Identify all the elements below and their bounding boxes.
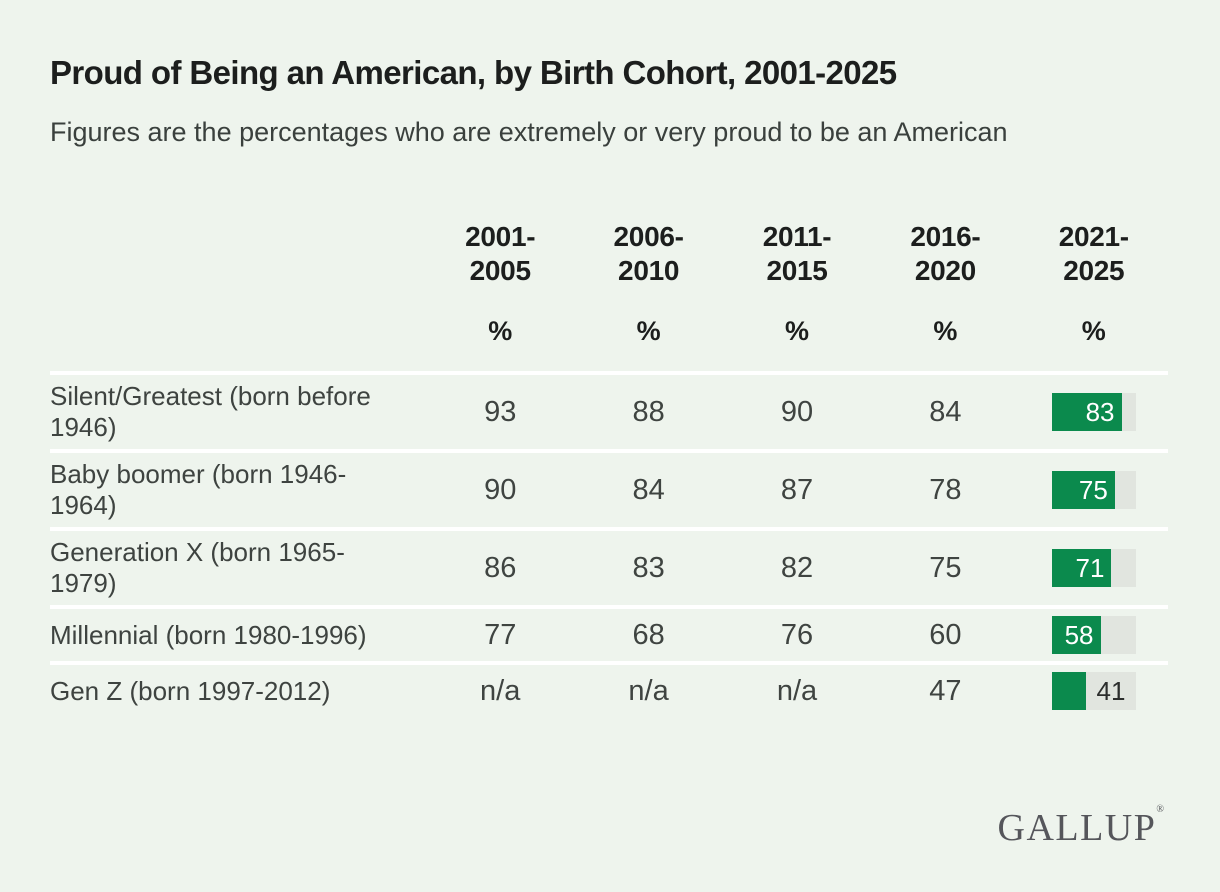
bar-fill: 83 bbox=[1051, 393, 1122, 431]
bar-cell: 75 bbox=[1020, 471, 1168, 509]
bar-track: 58 bbox=[1051, 616, 1136, 654]
bar-value: 41 bbox=[1096, 675, 1126, 706]
column-header-percent-sign: % bbox=[933, 316, 958, 346]
bar-cell: 58 bbox=[1020, 616, 1168, 654]
value-cell: 87 bbox=[780, 473, 814, 506]
table-row: Millennial (born 1980-1996) 77 68 76 60 58 bbox=[50, 605, 1168, 661]
bar-fill: 75 bbox=[1051, 471, 1115, 509]
value-cell: 76 bbox=[780, 618, 814, 651]
bar-value: 83 bbox=[1085, 396, 1115, 427]
column-header-years: 2011- 2015 bbox=[762, 221, 832, 286]
table-row: Gen Z (born 1997-2012) n/a n/a n/a 47 41 bbox=[50, 661, 1168, 717]
value-cell: n/a bbox=[776, 674, 818, 707]
bar-cell: 71 bbox=[1020, 549, 1168, 587]
table-body: Silent/Greatest (born before 1946) 93 88 90… bbox=[50, 371, 1168, 717]
cohort-table: 2001- 2005% 2006- 2010% 2011- 2015% 2016- 2… bbox=[50, 220, 1168, 717]
registered-trademark-icon: ® bbox=[1156, 804, 1164, 815]
page-title: Proud of Being an American, by Birth Coh… bbox=[50, 54, 897, 91]
column-header-years: 2001- 2005 bbox=[465, 221, 536, 286]
value-cell: 83 bbox=[632, 551, 665, 584]
column-header: 2006- 2010% bbox=[574, 220, 722, 347]
value-cell: 75 bbox=[929, 551, 962, 584]
row-label: Generation X (born 1965-1979) bbox=[50, 537, 345, 598]
bar-track: 75 bbox=[1051, 471, 1136, 509]
bar-track: 83 bbox=[1051, 393, 1136, 431]
table-row: Generation X (born 1965-1979) 86 83 82 75 71 bbox=[50, 527, 1168, 605]
bar-track: 41 bbox=[1051, 672, 1136, 710]
bar-fill: 71 bbox=[1051, 549, 1112, 587]
column-header: 2011- 2015% bbox=[723, 220, 871, 347]
value-cell: 84 bbox=[632, 473, 665, 506]
value-cell: 93 bbox=[484, 395, 517, 428]
gallup-logo-text: GALLUP bbox=[997, 807, 1157, 849]
column-header-percent-sign: % bbox=[784, 316, 809, 346]
chart-subtitle: Figures are the percentages who are extr… bbox=[50, 117, 1008, 147]
column-header-percent-sign: % bbox=[488, 316, 513, 346]
row-label: Gen Z (born 1997-2012) bbox=[50, 675, 331, 706]
table-row: Baby boomer (born 1946-1964) 90 84 87 78 75 bbox=[50, 449, 1168, 527]
table-header-row: 2001- 2005% 2006- 2010% 2011- 2015% 2016- 2… bbox=[50, 220, 1168, 347]
value-cell: 47 bbox=[929, 674, 962, 707]
value-cell: 90 bbox=[780, 395, 814, 428]
value-cell: 84 bbox=[929, 395, 962, 428]
row-label: Baby boomer (born 1946-1964) bbox=[50, 459, 347, 520]
bar-track: 71 bbox=[1051, 549, 1136, 587]
column-header: 2016- 2020% bbox=[871, 220, 1019, 347]
column-header-years: 2021- 2025 bbox=[1058, 221, 1129, 286]
value-cell: n/a bbox=[628, 674, 669, 707]
bar-fill: 58 bbox=[1051, 616, 1101, 654]
row-label: Millennial (born 1980-1996) bbox=[50, 619, 367, 650]
bar-value: 75 bbox=[1078, 474, 1108, 505]
value-cell: 78 bbox=[929, 473, 962, 506]
row-label: Silent/Greatest (born before 1946) bbox=[50, 381, 371, 442]
value-cell: 68 bbox=[632, 618, 665, 651]
column-header: 2021- 2025% bbox=[1020, 220, 1168, 347]
bar-cell: 41 bbox=[1020, 672, 1168, 710]
bar-value: 71 bbox=[1075, 552, 1105, 583]
column-header: 2001- 2005% bbox=[426, 220, 574, 347]
bar-value: 58 bbox=[1064, 619, 1094, 650]
table-row: Silent/Greatest (born before 1946) 93 88 90… bbox=[50, 371, 1168, 449]
column-header-years: 2016- 2020 bbox=[910, 221, 981, 286]
value-cell: 90 bbox=[484, 473, 517, 506]
bar-remainder: 41 bbox=[1086, 672, 1136, 710]
value-cell: n/a bbox=[480, 674, 521, 707]
column-header-years: 2006- 2010 bbox=[613, 221, 684, 286]
column-header-percent-sign: % bbox=[636, 316, 661, 346]
bar-fill bbox=[1051, 672, 1087, 710]
column-header-percent-sign: % bbox=[1081, 316, 1106, 346]
value-cell: 86 bbox=[484, 551, 517, 584]
value-cell: 88 bbox=[632, 395, 665, 428]
value-cell: 77 bbox=[484, 618, 517, 651]
bar-cell: 83 bbox=[1020, 393, 1168, 431]
value-cell: 82 bbox=[780, 551, 814, 584]
value-cell: 60 bbox=[929, 618, 962, 651]
gallup-logo: GALLUP® bbox=[998, 804, 1165, 850]
